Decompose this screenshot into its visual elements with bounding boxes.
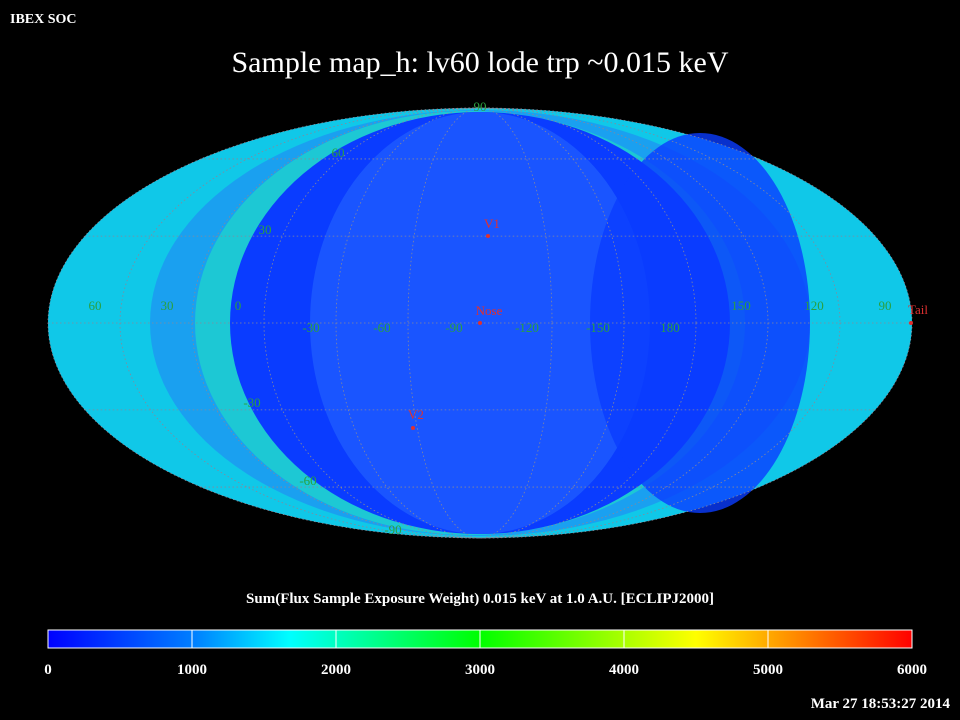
colorbar-tick-label: 2000	[321, 662, 351, 678]
header: IBEX SOC	[10, 12, 77, 27]
marker-point	[486, 234, 490, 238]
colorbar-label: Sum(Flux Sample Exposure Weight) 0.015 k…	[246, 591, 714, 607]
timestamp: Mar 27 18:53:27 2014	[811, 696, 951, 712]
colorbar-tick-label: 4000	[609, 662, 639, 678]
marker-label: Nose	[476, 303, 503, 318]
longitude-label: -60	[373, 320, 390, 335]
colorbar-tick-label: 6000	[897, 662, 927, 678]
latitude-label: 60	[332, 145, 345, 160]
longitude-label: 150	[731, 298, 751, 313]
longitude-label: -150	[586, 320, 610, 335]
latitude-label: -90	[384, 522, 401, 537]
marker-point	[411, 426, 415, 430]
latitude-label: -60	[299, 473, 316, 488]
marker-label: V1	[484, 216, 500, 231]
colorbar-tick-label: 1000	[177, 662, 207, 678]
colorbar-tick-label: 3000	[465, 662, 495, 678]
colorbar-tick-label: 0	[44, 662, 52, 678]
colorbar-tick-label: 5000	[753, 662, 783, 678]
latitude-label: 90	[474, 99, 487, 114]
longitude-label: -30	[302, 320, 319, 335]
longitude-label: 90	[879, 298, 892, 313]
marker-point	[478, 321, 482, 325]
longitude-label: 0	[235, 298, 242, 313]
longitude-label: -90	[445, 320, 462, 335]
marker-label: Tail	[908, 302, 928, 317]
latitude-label: -30	[243, 395, 260, 410]
longitude-label: -120	[515, 320, 539, 335]
longitude-label: 60	[89, 298, 102, 313]
longitude-label: 120	[804, 298, 824, 313]
longitude-label: 30	[161, 298, 174, 313]
longitude-label: 180	[660, 320, 680, 335]
title: Sample map_h: lv60 lode trp ~0.015 keV	[232, 46, 729, 79]
marker-label: V2	[408, 407, 424, 422]
latitude-label: 30	[259, 222, 272, 237]
marker-point	[909, 321, 913, 325]
